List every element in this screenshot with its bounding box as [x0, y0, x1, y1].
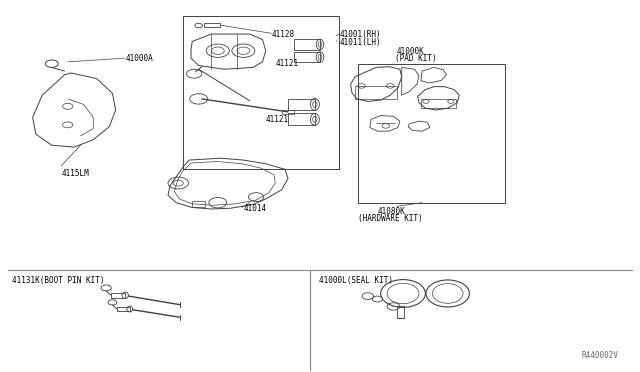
- Text: 4115LM: 4115LM: [61, 169, 89, 177]
- Text: 41000K: 41000K: [397, 46, 424, 55]
- Text: 41011(LH): 41011(LH): [339, 38, 381, 47]
- Text: 41000L(SEAL KIT): 41000L(SEAL KIT): [319, 276, 393, 285]
- Bar: [288, 113, 315, 125]
- Text: (HARDWARE KIT): (HARDWARE KIT): [358, 214, 423, 223]
- Bar: [204, 23, 220, 27]
- Bar: [355, 86, 397, 99]
- Text: R440002V: R440002V: [582, 351, 619, 360]
- Text: 41014: 41014: [243, 204, 266, 213]
- Text: 41000A: 41000A: [125, 54, 153, 62]
- Bar: [182, 16, 339, 169]
- Text: (PAD KIT): (PAD KIT): [395, 54, 436, 63]
- Text: 41131K(BOOT PIN KIT): 41131K(BOOT PIN KIT): [12, 276, 105, 285]
- Bar: [397, 306, 404, 318]
- Bar: [192, 201, 205, 207]
- Bar: [421, 99, 456, 108]
- Bar: [282, 110, 294, 114]
- Bar: [288, 99, 315, 110]
- Text: 41128: 41128: [272, 29, 295, 39]
- Bar: [117, 307, 130, 311]
- Bar: [294, 39, 320, 49]
- Text: 41001(RH): 41001(RH): [339, 29, 381, 39]
- Text: 41080K: 41080K: [378, 207, 405, 216]
- Bar: [111, 293, 125, 298]
- Text: 41121: 41121: [266, 115, 289, 124]
- Bar: [358, 64, 505, 203]
- Bar: [294, 52, 320, 62]
- Text: 41121: 41121: [275, 59, 298, 68]
